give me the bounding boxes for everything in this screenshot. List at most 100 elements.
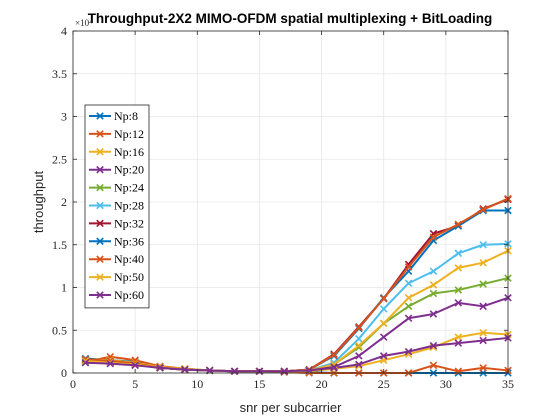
data-point [479,302,487,311]
x-tick-label: 25 [378,377,390,391]
x-tick-label: 30 [440,377,452,391]
data-point [379,352,388,360]
data-point [404,347,413,356]
data-point [330,363,338,371]
legend-item: Np:40 [89,252,144,266]
y-tick-label: 2 [61,195,67,209]
data-point [454,299,463,307]
series-line [85,296,509,373]
legend-item: Np:8 [89,109,138,123]
data-point [355,323,363,332]
y-tick-label: 1.5 [52,238,67,252]
legend-label: Np:32 [114,216,144,230]
data-point [379,333,388,341]
legend-label: Np:16 [114,145,144,159]
legend-item: Np:32 [89,216,144,230]
series-layer [81,194,512,377]
legend-item: Np:24 [89,181,144,195]
legend-swatch-marker [96,165,104,174]
legend-item: Np:28 [89,199,144,213]
legend: Np:8 Np:12 Np:16 Np:20 Np:24 Np:28 Np:32 Np:36 N… [84,104,150,309]
legend-swatch-marker [96,201,104,210]
legend-item: Np:12 [89,127,144,141]
legend-swatch-marker [96,148,104,156]
data-point [355,341,363,350]
data-point [156,364,164,372]
data-point [355,335,363,343]
data-point [429,310,438,318]
legend-label: Np:40 [114,252,144,266]
legend-swatch-marker [96,183,104,192]
data-point [355,360,363,369]
data-point [429,341,438,350]
data-point [404,293,413,302]
axis-ticks: 0 5 10 15 20 25 30 35 0 0.5 1 1.5 2 2.5 3 3.5 4 [52,24,514,391]
data-point [479,280,487,288]
y-tick-label: 3.5 [52,67,67,81]
data-point [355,343,363,352]
data-point [479,329,487,337]
x-axis-label: snr per subcarrier [240,400,343,415]
data-point [454,220,463,228]
data-point [404,314,413,323]
data-point [404,279,413,287]
legend-item: Np:36 [89,234,144,248]
data-point [330,351,338,359]
data-point [230,367,239,376]
legend-label: Np:50 [114,270,144,284]
legend-item: Np:60 [89,288,144,302]
data-point [479,364,487,372]
data-point [429,267,438,276]
legend-label: Np:24 [114,181,144,195]
x-tick-label: 5 [132,377,138,391]
legend-item: Np:50 [89,270,144,284]
legend-label: Np:8 [114,109,138,123]
chart-title: Throughput-2X2 MIMO-OFDM spatial multipl… [88,11,493,26]
series-np-60 [81,293,512,376]
x-tick-label: 15 [253,377,265,391]
data-point [429,233,438,241]
data-point [280,367,289,376]
series-line [85,355,509,374]
x-tick-label: 10 [191,377,203,391]
legend-label: Np:28 [114,199,144,213]
legend-swatch-marker [96,237,104,246]
legend-label: Np:20 [114,163,144,177]
y-axis-exponent: ×10⁴ [75,18,92,28]
data-point [429,289,438,298]
y-axis-label: throughput [31,171,46,234]
data-point [454,249,463,258]
data-point [404,263,413,271]
data-point [454,333,463,341]
data-point [305,366,313,375]
y-tick-label: 0 [61,366,67,380]
data-point [454,339,463,347]
x-tick-label: 20 [316,377,328,391]
legend-swatch-marker [96,112,104,120]
data-point [454,264,463,272]
data-point [106,359,115,368]
data-point [429,281,438,289]
data-point [379,305,388,313]
legend-item: Np:16 [89,145,144,159]
data-point [404,260,413,269]
data-point [379,319,388,328]
legend-swatch-marker [96,273,104,281]
y-tick-label: 4 [61,24,67,38]
y-tick-label: 1 [61,281,67,295]
data-point [479,205,487,214]
legend-swatch-marker [96,219,104,228]
legend-swatch-marker [96,130,104,138]
data-point [479,240,487,249]
data-point [479,336,487,345]
data-point [454,286,463,294]
legend-label: Np:60 [114,288,144,302]
data-point [81,358,90,367]
y-tick-label: 3 [61,110,67,124]
x-tick-label: 0 [70,377,76,391]
data-point [379,294,388,303]
y-tick-label: 2.5 [52,152,67,166]
legend-swatch-marker [96,291,104,299]
x-tick-label: 35 [502,377,514,391]
